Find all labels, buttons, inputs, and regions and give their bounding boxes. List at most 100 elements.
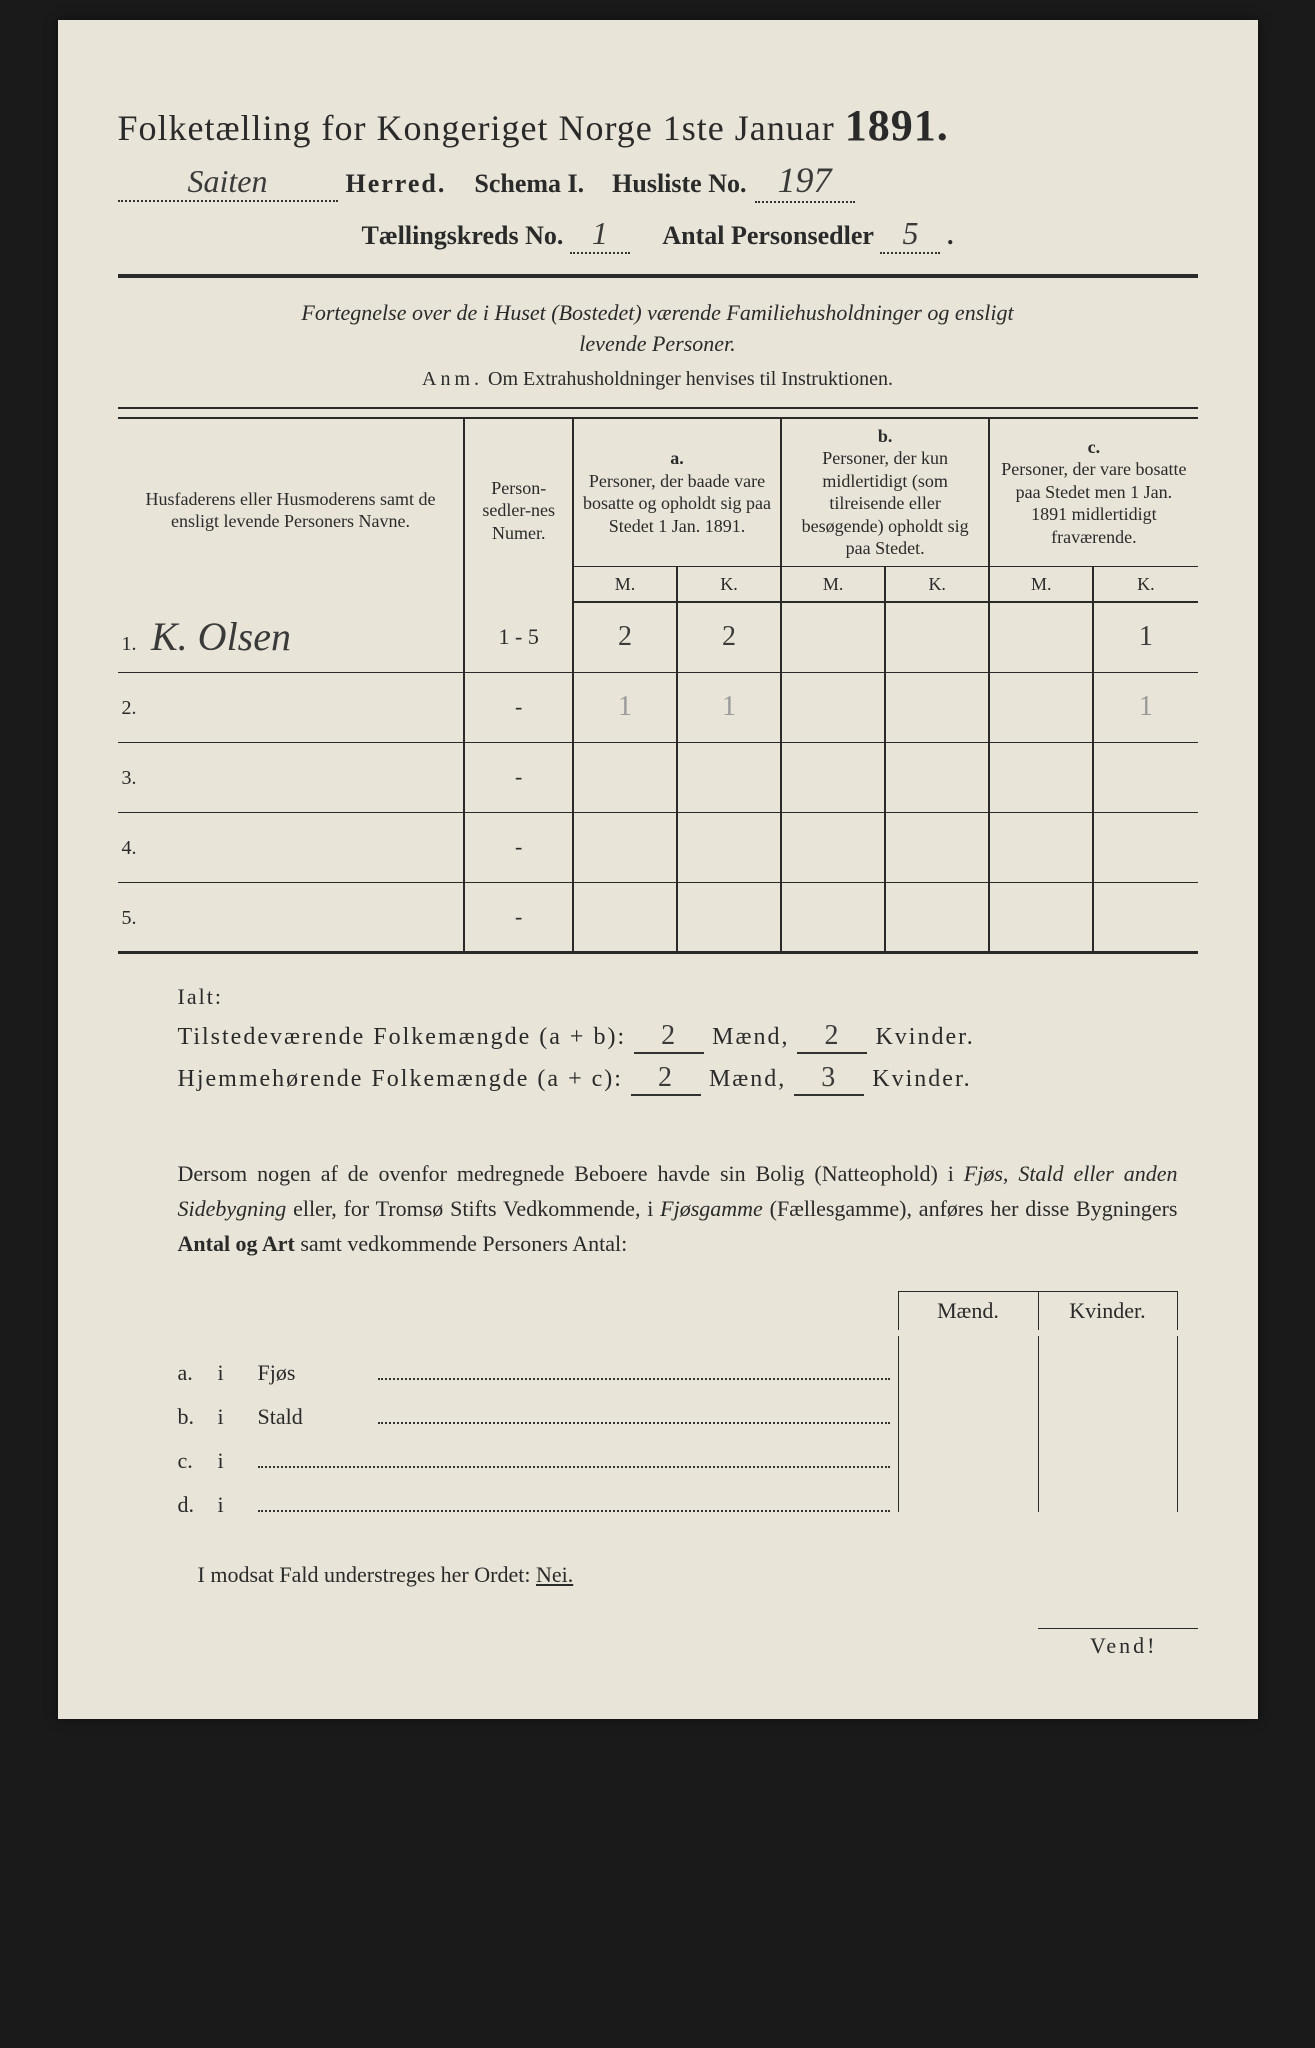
title-year: 1891. — [845, 101, 949, 150]
bt-row: c. i — [178, 1424, 1178, 1468]
kvinder-label: Kvinder. — [872, 1066, 971, 1092]
summary-line-1: Tilstedeværende Folkemængde (a + b): 2 M… — [178, 1020, 1198, 1054]
bt-lbl: a. — [178, 1360, 218, 1386]
header-line-3: Tællingskreds No. 1 Antal Personsedler 5… — [118, 215, 1198, 254]
bt-cell-m — [898, 1468, 1038, 1512]
bt-lbl: c. — [178, 1448, 218, 1474]
col-c-m: M. — [989, 566, 1093, 602]
cell-ck: 1 — [1139, 621, 1153, 652]
bt-row: b. i Stald — [178, 1380, 1178, 1424]
anm-text: Om Extrahusholdninger henvises til Instr… — [488, 368, 893, 390]
rule-1 — [118, 274, 1198, 278]
bt-dots — [378, 1378, 890, 1380]
col-header-number: Person-sedler-nes Numer. — [464, 418, 572, 603]
final-nei: Nei. — [536, 1562, 573, 1587]
cell-ak: 1 — [722, 691, 736, 722]
husliste-value: 197 — [755, 159, 855, 203]
anm-label: Anm. — [422, 368, 483, 390]
col-header-name: Husfaderens eller Husmoderens samt de en… — [118, 418, 465, 603]
bt-dots — [258, 1510, 890, 1512]
cell-am: 1 — [618, 691, 632, 722]
cell-ck: 1 — [1139, 691, 1153, 722]
vend-label: Vend! — [1038, 1628, 1198, 1659]
personsedler-label: Antal Personsedler — [662, 221, 874, 250]
bt-cell-k — [1038, 1380, 1178, 1424]
row-pnum: 1 - 5 — [464, 602, 572, 672]
bt-cell-m — [898, 1336, 1038, 1380]
row-num: 1. — [122, 633, 146, 656]
final-line: I modsat Fald understreges her Ordet: Ne… — [198, 1562, 1198, 1588]
row-pnum: - — [464, 672, 572, 742]
bottom-table: Mænd. Kvinder. a. i Fjøs b. i Stald c. i — [178, 1291, 1178, 1512]
col-b-k: K. — [885, 566, 989, 602]
census-form-page: Folketælling for Kongeriget Norge 1ste J… — [58, 20, 1258, 1719]
col-a-k: K. — [677, 566, 781, 602]
husliste-label: Husliste No. — [612, 169, 746, 199]
cell-am: 2 — [618, 621, 632, 652]
bt-i: i — [218, 1492, 258, 1518]
bt-txt: Fjøs — [258, 1360, 378, 1386]
subtitle: Fortegnelse over de i Huset (Bostedet) v… — [118, 298, 1198, 360]
bt-cell-m — [898, 1424, 1038, 1468]
subtitle-line2: levende Personer. — [579, 331, 735, 356]
kreds-value: 1 — [570, 215, 630, 254]
kreds-label: Tællingskreds No. — [362, 221, 564, 250]
bt-cell-k — [1038, 1468, 1178, 1512]
herred-value: Saiten — [118, 163, 338, 202]
bt-cell-k — [1038, 1424, 1178, 1468]
bt-lbl: b. — [178, 1404, 218, 1430]
table-row: 3. - — [118, 742, 1198, 812]
col-a-m: M. — [573, 566, 677, 602]
row-num: 3. — [122, 767, 146, 790]
bt-row: d. i — [178, 1468, 1178, 1512]
herred-label: Herred. — [346, 169, 447, 199]
sum2-k: 3 — [794, 1062, 864, 1096]
rule-2 — [118, 407, 1198, 409]
title-text: Folketælling for Kongeriget Norge 1ste J… — [118, 108, 835, 148]
table-row: 4. - — [118, 812, 1198, 882]
row-num: 2. — [122, 697, 146, 720]
bt-i: i — [218, 1448, 258, 1474]
header-line-2: Saiten Herred. Schema I. Husliste No. 19… — [118, 159, 1198, 203]
col-group-b: b.Personer, der kun midlertidigt (som ti… — [781, 418, 989, 567]
bt-h-kvinder: Kvinder. — [1038, 1291, 1178, 1330]
maend-label: Mænd, — [709, 1066, 786, 1092]
bt-i: i — [218, 1404, 258, 1430]
bt-h-maend: Mænd. — [898, 1291, 1038, 1330]
personsedler-value: 5 — [880, 215, 940, 254]
paragraph: Dersom nogen af de ovenfor medregnede Be… — [178, 1156, 1178, 1262]
sum2-m: 2 — [631, 1062, 701, 1096]
summary-line-2: Hjemmehørende Folkemængde (a + c): 2 Mæn… — [178, 1062, 1198, 1096]
col-c-k: K. — [1093, 566, 1197, 602]
col-group-a: a.Personer, der baade vare bosatte og op… — [573, 418, 781, 567]
sum1-k: 2 — [797, 1020, 867, 1054]
table-row: 2. - 1 1 1 — [118, 672, 1198, 742]
bt-cell-k — [1038, 1336, 1178, 1380]
sum1-label: Tilstedeværende Folkemængde (a + b): — [178, 1024, 627, 1050]
row-name: K. Olsen — [151, 614, 291, 659]
row-pnum: - — [464, 742, 572, 812]
bt-row: a. i Fjøs — [178, 1336, 1178, 1380]
cell-ak: 2 — [722, 621, 736, 652]
main-table: Husfaderens eller Husmoderens samt de en… — [118, 417, 1198, 954]
bt-dots — [378, 1422, 890, 1424]
col-group-c: c.Personer, der vare bosatte paa Stedet … — [989, 418, 1197, 567]
bt-dots — [258, 1466, 890, 1468]
bt-txt: Stald — [258, 1404, 378, 1430]
main-title: Folketælling for Kongeriget Norge 1ste J… — [118, 100, 1198, 151]
bt-lbl: d. — [178, 1492, 218, 1518]
col-b-m: M. — [781, 566, 885, 602]
row-pnum: - — [464, 812, 572, 882]
subtitle-line1: Fortegnelse over de i Huset (Bostedet) v… — [301, 300, 1013, 325]
bt-i: i — [218, 1360, 258, 1386]
row-pnum: - — [464, 882, 572, 952]
sum2-label: Hjemmehørende Folkemængde (a + c): — [178, 1066, 623, 1092]
schema-label: Schema I. — [474, 169, 584, 199]
row-num: 4. — [122, 837, 146, 860]
final-text: I modsat Fald understreges her Ordet: — [198, 1562, 531, 1587]
row-num: 5. — [122, 907, 146, 930]
table-row: 5. - — [118, 882, 1198, 952]
sum1-m: 2 — [634, 1020, 704, 1054]
bt-cell-m — [898, 1380, 1038, 1424]
maend-label: Mænd, — [712, 1024, 789, 1050]
